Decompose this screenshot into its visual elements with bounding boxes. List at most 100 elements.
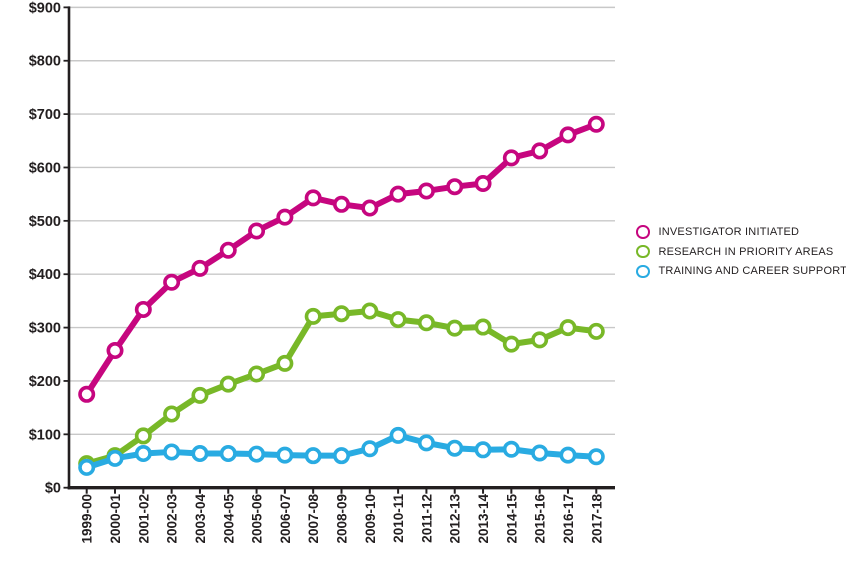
data-point bbox=[559, 446, 577, 464]
data-point bbox=[417, 314, 435, 332]
data-point bbox=[191, 386, 209, 404]
x-tick-label: 2000-01 bbox=[108, 494, 123, 544]
data-point bbox=[276, 354, 294, 372]
y-tick-label: $400 bbox=[29, 267, 61, 283]
data-point bbox=[219, 241, 237, 259]
legend: INVESTIGATOR INITIATED RESEARCH IN PRIOR… bbox=[636, 222, 846, 281]
x-tick-label: 2006-07 bbox=[278, 494, 293, 544]
axis-ticks bbox=[63, 6, 598, 494]
y-tick-label: $500 bbox=[29, 214, 61, 230]
data-point bbox=[559, 319, 577, 337]
data-point bbox=[531, 142, 549, 160]
data-point bbox=[502, 149, 520, 167]
data-point bbox=[163, 405, 181, 423]
data-point bbox=[304, 447, 322, 465]
y-tick-label: $100 bbox=[29, 427, 61, 443]
axes bbox=[67, 6, 615, 490]
series-circle-icon bbox=[636, 264, 650, 279]
legend-label: TRAINING AND CAREER SUPPORT bbox=[658, 265, 846, 278]
y-tick-label: $300 bbox=[29, 321, 61, 337]
x-tick-label: 2011-12 bbox=[419, 494, 434, 543]
data-point bbox=[248, 222, 266, 240]
legend-label: INVESTIGATOR INITIATED bbox=[658, 225, 800, 238]
x-tick-label: 2005-06 bbox=[250, 494, 265, 544]
data-point bbox=[531, 331, 549, 349]
data-point bbox=[163, 273, 181, 291]
x-tick-labels: 1999-00 2000-01 2001-02 2002-03 2003-04 2004-… bbox=[80, 494, 605, 544]
data-point bbox=[559, 126, 577, 144]
x-tick-label: 2003-04 bbox=[193, 494, 208, 544]
series-research-in-priority-areas bbox=[78, 302, 605, 473]
data-point bbox=[389, 311, 407, 329]
x-tick-label: 2014-15 bbox=[504, 494, 519, 544]
y-tick-label: $900 bbox=[29, 0, 61, 16]
data-point bbox=[332, 305, 350, 323]
data-point bbox=[361, 440, 379, 458]
legend-item-investigator-initiated: INVESTIGATOR INITIATED bbox=[636, 222, 846, 242]
data-point bbox=[389, 185, 407, 203]
series-circle-icon bbox=[636, 225, 650, 239]
data-point bbox=[446, 178, 464, 196]
x-tick-label: 2001-02 bbox=[136, 494, 151, 544]
data-point bbox=[191, 445, 209, 463]
data-point bbox=[276, 446, 294, 464]
y-tick-label: $800 bbox=[29, 54, 61, 70]
x-tick-label: 2010-11 bbox=[391, 494, 406, 543]
x-tick-label: 2009-10 bbox=[363, 494, 378, 544]
data-point bbox=[446, 319, 464, 337]
x-tick-label: 2016-17 bbox=[561, 494, 576, 544]
gridlines bbox=[69, 6, 615, 436]
y-tick-label: $600 bbox=[29, 160, 61, 176]
data-point bbox=[417, 434, 435, 452]
data-point bbox=[134, 300, 152, 318]
series-investigator-initiated bbox=[78, 115, 605, 403]
data-point bbox=[361, 199, 379, 217]
data-point bbox=[332, 195, 350, 213]
data-point bbox=[389, 426, 407, 444]
y-tick-label: $0 bbox=[45, 481, 61, 497]
data-point bbox=[134, 427, 152, 445]
data-point bbox=[502, 335, 520, 353]
data-point bbox=[446, 439, 464, 457]
data-point bbox=[361, 302, 379, 320]
data-point bbox=[474, 318, 492, 336]
data-point bbox=[304, 189, 322, 207]
data-point bbox=[332, 447, 350, 465]
series-line bbox=[83, 121, 600, 398]
series-line bbox=[83, 308, 600, 467]
data-point bbox=[191, 259, 209, 277]
data-point bbox=[474, 174, 492, 192]
data-point bbox=[587, 322, 605, 340]
x-tick-label: 2012-13 bbox=[448, 494, 463, 544]
data-point bbox=[163, 443, 181, 461]
data-point bbox=[587, 115, 605, 133]
data-point bbox=[219, 375, 237, 393]
data-point bbox=[78, 458, 96, 476]
y-tick-labels: $0 $100 $200 $300 $400 $500 $600 $700 $800 $900 bbox=[29, 0, 61, 496]
data-point bbox=[474, 441, 492, 459]
data-point bbox=[587, 448, 605, 466]
data-point bbox=[304, 307, 322, 325]
data-point bbox=[502, 440, 520, 458]
data-point bbox=[106, 449, 124, 467]
data-point bbox=[417, 182, 435, 200]
y-tick-label: $200 bbox=[29, 374, 61, 390]
data-point bbox=[78, 385, 96, 403]
x-tick-label: 2013-14 bbox=[476, 494, 491, 544]
x-tick-label: 2004-05 bbox=[221, 494, 236, 544]
series-circle-icon bbox=[636, 244, 650, 259]
x-tick-label: 2008-09 bbox=[334, 494, 349, 544]
data-point bbox=[134, 445, 152, 463]
data-point bbox=[106, 342, 124, 360]
data-point bbox=[531, 444, 549, 462]
x-tick-label: 2007-08 bbox=[306, 494, 321, 544]
series-training-and-career-support bbox=[78, 426, 605, 476]
legend-label: RESEARCH IN PRIORITY AREAS bbox=[658, 245, 834, 258]
legend-item-research-in-priority-areas: RESEARCH IN PRIORITY AREAS bbox=[636, 242, 846, 262]
data-point bbox=[248, 365, 266, 383]
data-point bbox=[276, 208, 294, 226]
data-point bbox=[248, 445, 266, 463]
x-tick-label: 2002-03 bbox=[165, 494, 180, 544]
